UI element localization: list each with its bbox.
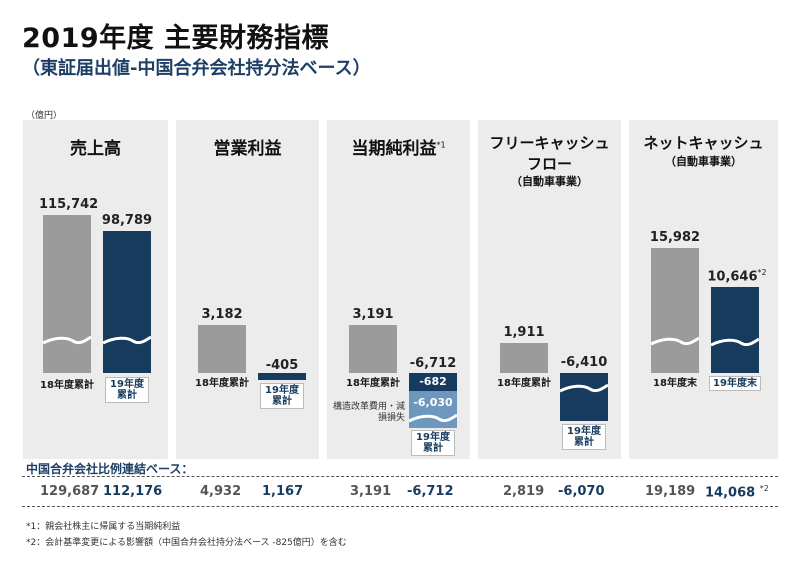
panel-net-income: 当期純利益*1 3,191 18年度累計 -6,712 -682 -6,030 … xyxy=(327,120,470,459)
consolidated-cash-19: 14,068 *2 xyxy=(705,484,769,500)
value-label-net-19: -6,712 xyxy=(409,356,457,371)
consolidated-cash-18: 19,189 xyxy=(645,484,696,499)
consolidated-op-18: 4,932 xyxy=(200,484,242,499)
consolidated-fcf-19: -6,070 xyxy=(558,484,605,499)
bar-sales-19 xyxy=(103,231,151,373)
bar-label-op-18: 18年度累計 xyxy=(195,378,249,389)
value-label-sales-18: 115,742 xyxy=(39,197,99,212)
panel-net-cash: ネットキャッシュ （自動車事業） 15,982 18年度末 10,646*2 1… xyxy=(629,120,778,459)
value-label-net-19-other: -682 xyxy=(419,375,447,388)
consolidated-sales-19: 112,176 xyxy=(103,484,163,499)
consolidated-fcf-18: 2,819 xyxy=(503,484,545,499)
value-label-op-18: 3,182 xyxy=(201,307,243,322)
bar-net-19-restructuring: -6,030 xyxy=(409,391,457,428)
axis-break-icon xyxy=(560,383,608,393)
bar-label-fcf-19: 19年度累計 xyxy=(562,424,606,450)
bar-label-fcf-18: 18年度累計 xyxy=(497,378,551,389)
footnote-2: *2：会計基準変更による影響額（中国合弁会社持分法ベース -825億円）を含む xyxy=(26,538,347,548)
axis-break-icon xyxy=(711,337,759,347)
panel-title-net: 当期純利益*1 xyxy=(327,134,470,159)
panel-subtitle-fcf: （自動車事業） xyxy=(511,175,588,188)
annotation-restructuring: 構造改革費用・減損損失 xyxy=(332,402,405,423)
bar-cash-18 xyxy=(651,248,699,373)
panel-title-fcf: フリーキャッシュ xyxy=(489,134,610,152)
value-label-fcf-18: 1,911 xyxy=(503,325,545,340)
consolidated-title: 中国合弁会社比例連結ベース： xyxy=(26,462,194,476)
footnote-ref-2: *2 xyxy=(757,268,767,277)
consolidated-sales-18: 129,687 xyxy=(40,484,100,499)
bar-label-sales-19: 19年度累計 xyxy=(105,377,149,403)
bar-label-cash-18: 18年度末 xyxy=(653,378,697,389)
consolidated-divider-bottom xyxy=(22,506,778,507)
panel-title-fcf-2: フロー xyxy=(526,155,572,173)
value-label-net-19-restructuring: -6,030 xyxy=(413,396,453,409)
value-label-cash-19: 10,646*2 xyxy=(705,268,769,284)
panel-title-cash: ネットキャッシュ xyxy=(643,134,764,152)
axis-break-icon xyxy=(103,335,151,345)
value-label-cash-19-text: 10,646 xyxy=(707,269,758,285)
panel-sales: 売上高 115,742 18年度累計 98,789 19年度累計 xyxy=(23,120,168,459)
panel-title-op: 営業利益 xyxy=(213,139,282,159)
axis-break-icon xyxy=(651,336,699,346)
panel-free-cash-flow: フリーキャッシュ フロー （自動車事業） 1,911 18年度累計 -6,410… xyxy=(478,120,621,459)
axis-break-icon xyxy=(43,335,91,345)
bar-op-19 xyxy=(258,373,306,380)
bar-net-19-other: -682 xyxy=(409,373,457,391)
bar-label-op-19: 19年度累計 xyxy=(260,383,304,409)
value-label-fcf-19: -6,410 xyxy=(560,355,608,370)
page-subtitle: （東証届出値-中国合弁会社持分法ベース） xyxy=(22,58,371,79)
bar-label-sales-18: 18年度累計 xyxy=(40,380,94,391)
value-label-net-18: 3,191 xyxy=(352,307,394,322)
bar-fcf-18 xyxy=(500,343,548,373)
consolidated-divider-top xyxy=(22,476,778,477)
value-label-sales-19: 98,789 xyxy=(101,213,153,228)
panel-subtitle-cash: （自動車事業） xyxy=(665,155,742,168)
bar-net-18 xyxy=(349,325,397,373)
bar-label-net-19: 19年度累計 xyxy=(411,430,455,456)
consolidated-net-19: -6,712 xyxy=(407,484,454,499)
page-title: 2019年度 主要財務指標 xyxy=(22,23,330,54)
bar-label-net-18: 18年度累計 xyxy=(346,378,400,389)
value-label-cash-18: 15,982 xyxy=(649,230,701,245)
bar-sales-18 xyxy=(43,215,91,373)
axis-break-icon xyxy=(409,413,457,423)
consolidated-cash-19-text: 14,068 xyxy=(705,485,756,501)
unit-label: （億円） xyxy=(26,111,63,121)
bar-cash-19 xyxy=(711,287,759,373)
consolidated-net-18: 3,191 xyxy=(350,484,392,499)
panel-title-net-text: 当期純利益 xyxy=(351,139,437,159)
panel-title-sales: 売上高 xyxy=(70,139,121,159)
footnote-ref-1: *1 xyxy=(436,140,446,150)
panel-operating-profit: 営業利益 3,182 18年度累計 -405 19年度累計 xyxy=(176,120,319,459)
consolidated-footnote-ref-2: *2 xyxy=(759,484,769,493)
bar-label-cash-19: 19年度末 xyxy=(709,376,761,391)
bar-op-18 xyxy=(198,325,246,373)
bar-fcf-19 xyxy=(560,373,608,421)
consolidated-op-19: 1,167 xyxy=(262,484,304,499)
footnote-1: *1：親会社株主に帰属する当期純利益 xyxy=(26,522,181,532)
value-label-op-19: -405 xyxy=(265,358,299,373)
